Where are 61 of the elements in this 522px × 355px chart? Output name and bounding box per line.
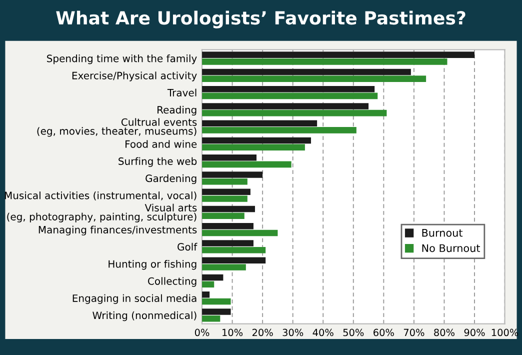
bar [202,58,448,65]
y-tick-label: Food and wine [126,140,197,148]
bar [202,206,255,212]
y-tick-label: Writing (nonmedical) [92,311,196,322]
bar [202,257,266,264]
x-tick-label: 40% [312,328,334,336]
y-tick-label: Spending time with the family [47,54,197,64]
bar [202,298,231,305]
bar [202,212,244,219]
x-tick-label: 60% [374,328,394,336]
y-tick-label: Collecting [148,277,196,287]
x-tick-label: 90% [464,328,485,336]
bar [202,230,278,236]
y-tick-label: Exercise/Physical activity [72,72,197,82]
legend-label: No Burnout [422,244,480,252]
bar [202,274,224,281]
x-tick-label: 0% [194,328,210,336]
x-tick-label: 20% [252,328,273,336]
x-tick-label: 10% [222,328,243,336]
bar [202,92,378,100]
bar [202,222,254,230]
bar [202,103,369,110]
bar [202,240,254,246]
bar [202,281,214,288]
bar [202,52,474,58]
bar [202,127,356,134]
bar [202,76,426,82]
x-tick-label: 30% [282,328,304,336]
bar [202,308,231,315]
bar [202,86,375,92]
legend-label: Burnout [422,229,463,237]
y-tick-label: Engaging in social media [72,294,196,304]
bar [202,110,387,116]
bar [202,154,257,161]
x-tick-label: 50% [343,328,364,336]
y-tick-label: Surfing the web [118,157,197,167]
y-tick-label: Golf [178,242,198,251]
y-tick-label: Travel [167,88,196,96]
x-tick-label: 80% [434,328,454,336]
bar [202,161,292,168]
bar [202,264,246,270]
bar [202,188,250,196]
bar [202,196,248,202]
bar [202,144,305,150]
y-tick-label: Reading [158,106,196,116]
y-tick-label: Visual arts (eg, photography, painting, sculpture) [7,204,197,222]
bar [202,68,411,76]
bar [202,137,312,144]
y-tick-label: Musical activities (instrumental, vocal) [4,191,196,200]
bar [202,246,266,254]
bar [202,178,248,185]
bar [202,120,318,127]
y-tick-label: Cultrual events (eg, movies, theater, museums) [37,118,197,137]
bar [202,291,210,298]
y-tick-label: Gardening [146,174,196,184]
bar [202,172,263,178]
y-tick-label: Managing finances/investments [38,226,197,236]
x-tick-label: 70% [404,328,424,336]
bar [202,315,220,322]
y-tick-label: Hunting or fishing [108,260,196,270]
chart-title: What Are Urologists’ Favorite Pastimes? [56,10,466,28]
